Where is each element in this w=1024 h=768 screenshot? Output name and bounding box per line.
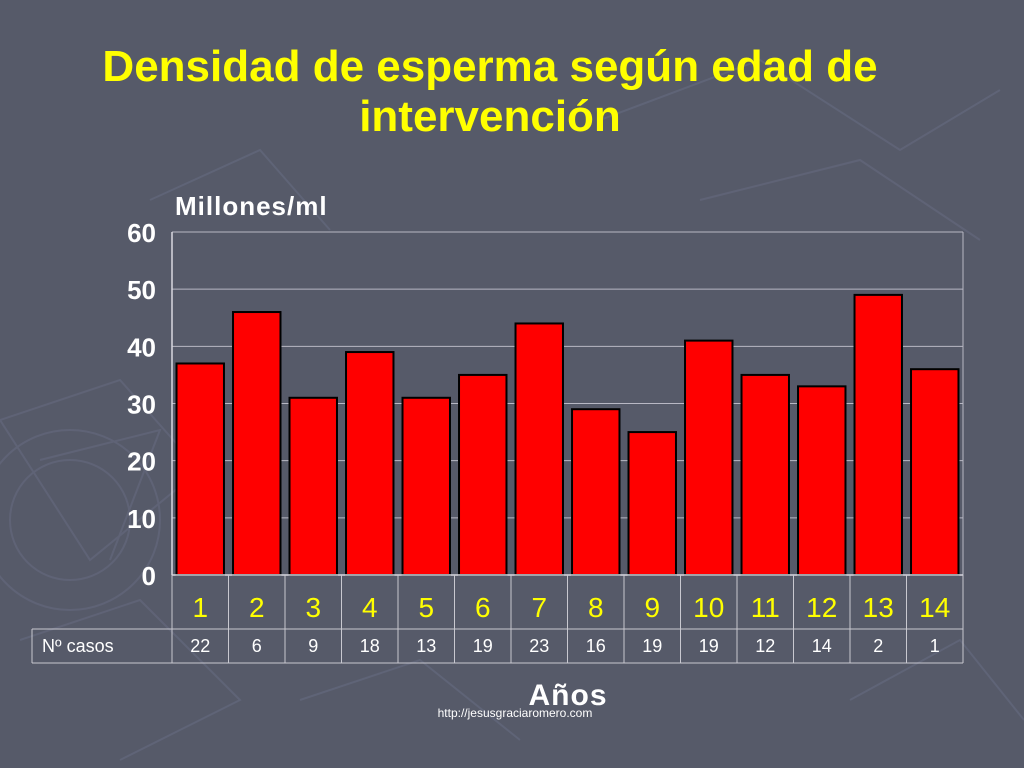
- y-tick-label: 30: [127, 390, 156, 420]
- bar-10: [684, 339, 734, 576]
- bar-7: [514, 322, 564, 577]
- x-tick-label: 12: [806, 592, 837, 623]
- y-tick-label: 50: [127, 275, 156, 305]
- x-tick-label: 2: [249, 592, 265, 623]
- bar-4: [345, 351, 395, 576]
- table-cell: 12: [755, 636, 775, 656]
- bar-1: [175, 362, 225, 576]
- bar-14: [910, 368, 960, 577]
- slide-title: Densidad de esperma según edad de interv…: [0, 42, 980, 142]
- table-cell: 22: [190, 636, 210, 656]
- table-row-label: Nº casos: [42, 636, 114, 656]
- table-cell: 2: [873, 636, 883, 656]
- table-cell: 14: [812, 636, 832, 656]
- slide-title-line-1: Densidad de esperma según edad de: [102, 42, 878, 91]
- footer-url: http://jesusgraciaromero.com: [437, 706, 593, 720]
- x-tick-label: 9: [644, 592, 660, 623]
- table-cell: 6: [252, 636, 262, 656]
- x-tick-labels: 1 2 3 4 5 6 7 8 9 10 11 12 13 14: [192, 592, 950, 623]
- x-tick-label: 7: [531, 592, 547, 623]
- table-cell: 23: [529, 636, 549, 656]
- bars: [175, 293, 960, 577]
- x-tick-label: 8: [588, 592, 604, 623]
- y-tick-label: 20: [127, 447, 156, 477]
- table-cell: 18: [360, 636, 380, 656]
- x-tick-label: 13: [863, 592, 894, 623]
- y-tick-label: 10: [127, 504, 156, 534]
- table-cell: 19: [473, 636, 493, 656]
- bar-2: [232, 311, 282, 576]
- bar-11: [740, 373, 790, 576]
- y-tick-label: 40: [127, 332, 156, 362]
- bar-12: [797, 385, 847, 576]
- bar-13: [853, 293, 903, 576]
- bar-3: [288, 396, 338, 576]
- table-cell: 1: [930, 636, 940, 656]
- x-tick-label: 14: [919, 592, 950, 623]
- table-cell: 13: [416, 636, 436, 656]
- y-tick-label: 0: [142, 561, 156, 591]
- bar-5: [401, 396, 451, 576]
- x-tick-label: 1: [192, 592, 208, 623]
- table-cell: 19: [642, 636, 662, 656]
- x-tick-label: 10: [693, 592, 724, 623]
- bar-8: [571, 408, 621, 577]
- table-cell: 16: [586, 636, 606, 656]
- bar-6: [458, 373, 508, 576]
- y-axis-label: Millones/ml: [175, 191, 328, 221]
- x-tick-label: 3: [305, 592, 321, 623]
- table-cell: 19: [699, 636, 719, 656]
- x-tick-label: 6: [475, 592, 491, 623]
- x-tick-label: 11: [751, 592, 780, 623]
- table-cell: 9: [308, 636, 318, 656]
- cases-table: Nº casos 22 6 9 18 13 19 23 16 19 19 12 14 2 1: [31, 575, 964, 664]
- y-tick-label: 60: [127, 218, 156, 248]
- x-axis-label: Años: [529, 679, 608, 712]
- x-tick-label: 5: [418, 592, 434, 623]
- y-tick-labels: 0 10 20 30 40 50 60: [127, 218, 156, 591]
- x-tick-label: 4: [362, 592, 378, 623]
- bar-9: [627, 431, 677, 577]
- slide-title-line-2: intervención: [359, 92, 621, 141]
